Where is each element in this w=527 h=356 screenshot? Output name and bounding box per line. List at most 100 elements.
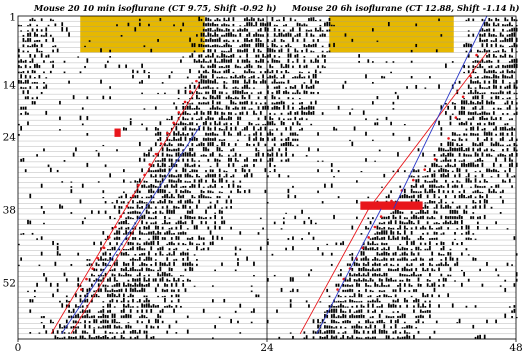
- activity-bar: [367, 217, 370, 220]
- activity-bar: [435, 163, 438, 168]
- activity-bar: [175, 206, 178, 209]
- activity-bar: [214, 173, 217, 178]
- activity-bar: [154, 179, 157, 183]
- activity-bar: [330, 314, 333, 319]
- activity-bar: [303, 220, 306, 225]
- activity-bar: [438, 252, 440, 256]
- activity-bar: [387, 221, 390, 225]
- activity-bar: [472, 96, 475, 100]
- activity-bar: [365, 274, 367, 277]
- activity-bar: [506, 228, 509, 230]
- activity-bar: [88, 263, 91, 267]
- activity-bar: [445, 278, 447, 282]
- activity-bar: [170, 184, 173, 188]
- activity-bar: [488, 168, 491, 173]
- activity-bar: [127, 206, 130, 209]
- activity-bar: [230, 48, 232, 53]
- activity-bar: [440, 273, 443, 277]
- activity-bar: [209, 33, 212, 37]
- activity-bar: [184, 252, 187, 256]
- activity-bar: [273, 27, 276, 32]
- activity-bar: [259, 102, 262, 105]
- activity-bar: [232, 148, 235, 152]
- activity-bar: [189, 174, 191, 178]
- activity-bar: [445, 179, 447, 183]
- activity-bar: [365, 325, 367, 329]
- activity-bar: [508, 105, 511, 110]
- activity-bar: [159, 266, 162, 272]
- activity-bar: [385, 196, 388, 199]
- activity-bar: [476, 113, 479, 115]
- activity-bar: [342, 314, 345, 319]
- activity-bar: [259, 126, 262, 131]
- activity-bar: [417, 274, 420, 277]
- activity-bar: [358, 337, 361, 339]
- activity-bar: [70, 181, 73, 183]
- activity-bar: [136, 259, 139, 261]
- activity-bar: [182, 116, 185, 121]
- activity-bar: [104, 335, 107, 339]
- activity-bar: [378, 278, 381, 282]
- activity-bar: [223, 77, 226, 79]
- activity-bar: [239, 185, 242, 188]
- activity-bar: [63, 71, 66, 74]
- activity-bar: [52, 329, 54, 334]
- activity-bar: [248, 134, 251, 136]
- activity-bar: [175, 164, 178, 168]
- activity-bar: [369, 321, 372, 324]
- activity-bar: [394, 209, 397, 214]
- activity-bar: [168, 242, 171, 246]
- activity-bar: [465, 128, 468, 131]
- activity-bar: [371, 247, 374, 251]
- activity-bar: [31, 82, 34, 84]
- activity-bar: [314, 73, 317, 79]
- activity-bar: [264, 143, 267, 147]
- activity-bar: [456, 118, 459, 121]
- activity-bar: [189, 241, 191, 246]
- activity-bar: [196, 34, 198, 37]
- hour-tick-label: 0: [15, 342, 22, 354]
- activity-bar: [511, 264, 513, 267]
- activity-bar: [223, 66, 226, 69]
- activity-bar: [202, 237, 205, 241]
- activity-bar: [248, 77, 251, 79]
- activity-bar: [243, 134, 246, 136]
- activity-bar: [492, 162, 495, 168]
- activity-bar: [132, 237, 134, 241]
- activity-bar: [305, 64, 308, 69]
- activity-bar: [399, 220, 402, 225]
- activity-bar: [278, 19, 281, 22]
- activity-bar: [381, 216, 383, 220]
- activity-bar: [202, 40, 205, 43]
- activity-bar: [381, 290, 383, 293]
- activity-bar: [483, 131, 486, 136]
- activity-bar: [209, 55, 212, 58]
- activity-bar: [164, 262, 166, 267]
- activity-bar: [198, 84, 201, 89]
- activity-bar: [225, 32, 228, 37]
- activity-bar: [205, 75, 207, 79]
- activity-bar: [447, 252, 450, 256]
- activity-bar: [447, 204, 450, 209]
- activity-bar: [408, 279, 411, 282]
- activity-bar: [305, 85, 308, 89]
- activity-bar: [406, 228, 408, 230]
- activity-bar: [429, 245, 431, 251]
- activity-bar: [232, 163, 235, 168]
- activity-bar: [237, 90, 239, 95]
- activity-bar: [152, 336, 155, 339]
- activity-bar: [168, 267, 171, 272]
- activity-bar: [440, 105, 443, 110]
- activity-bar: [209, 174, 212, 178]
- activity-bar: [326, 51, 329, 53]
- activity-bar: [227, 59, 230, 63]
- activity-bar: [175, 152, 178, 157]
- activity-bar: [216, 87, 219, 89]
- activity-bar: [191, 169, 194, 173]
- activity-bar: [470, 154, 472, 157]
- activity-bar: [328, 295, 331, 298]
- activity-bar: [481, 77, 484, 79]
- activity-bar: [463, 153, 466, 157]
- activity-bar: [107, 324, 109, 329]
- activity-bar: [285, 159, 287, 162]
